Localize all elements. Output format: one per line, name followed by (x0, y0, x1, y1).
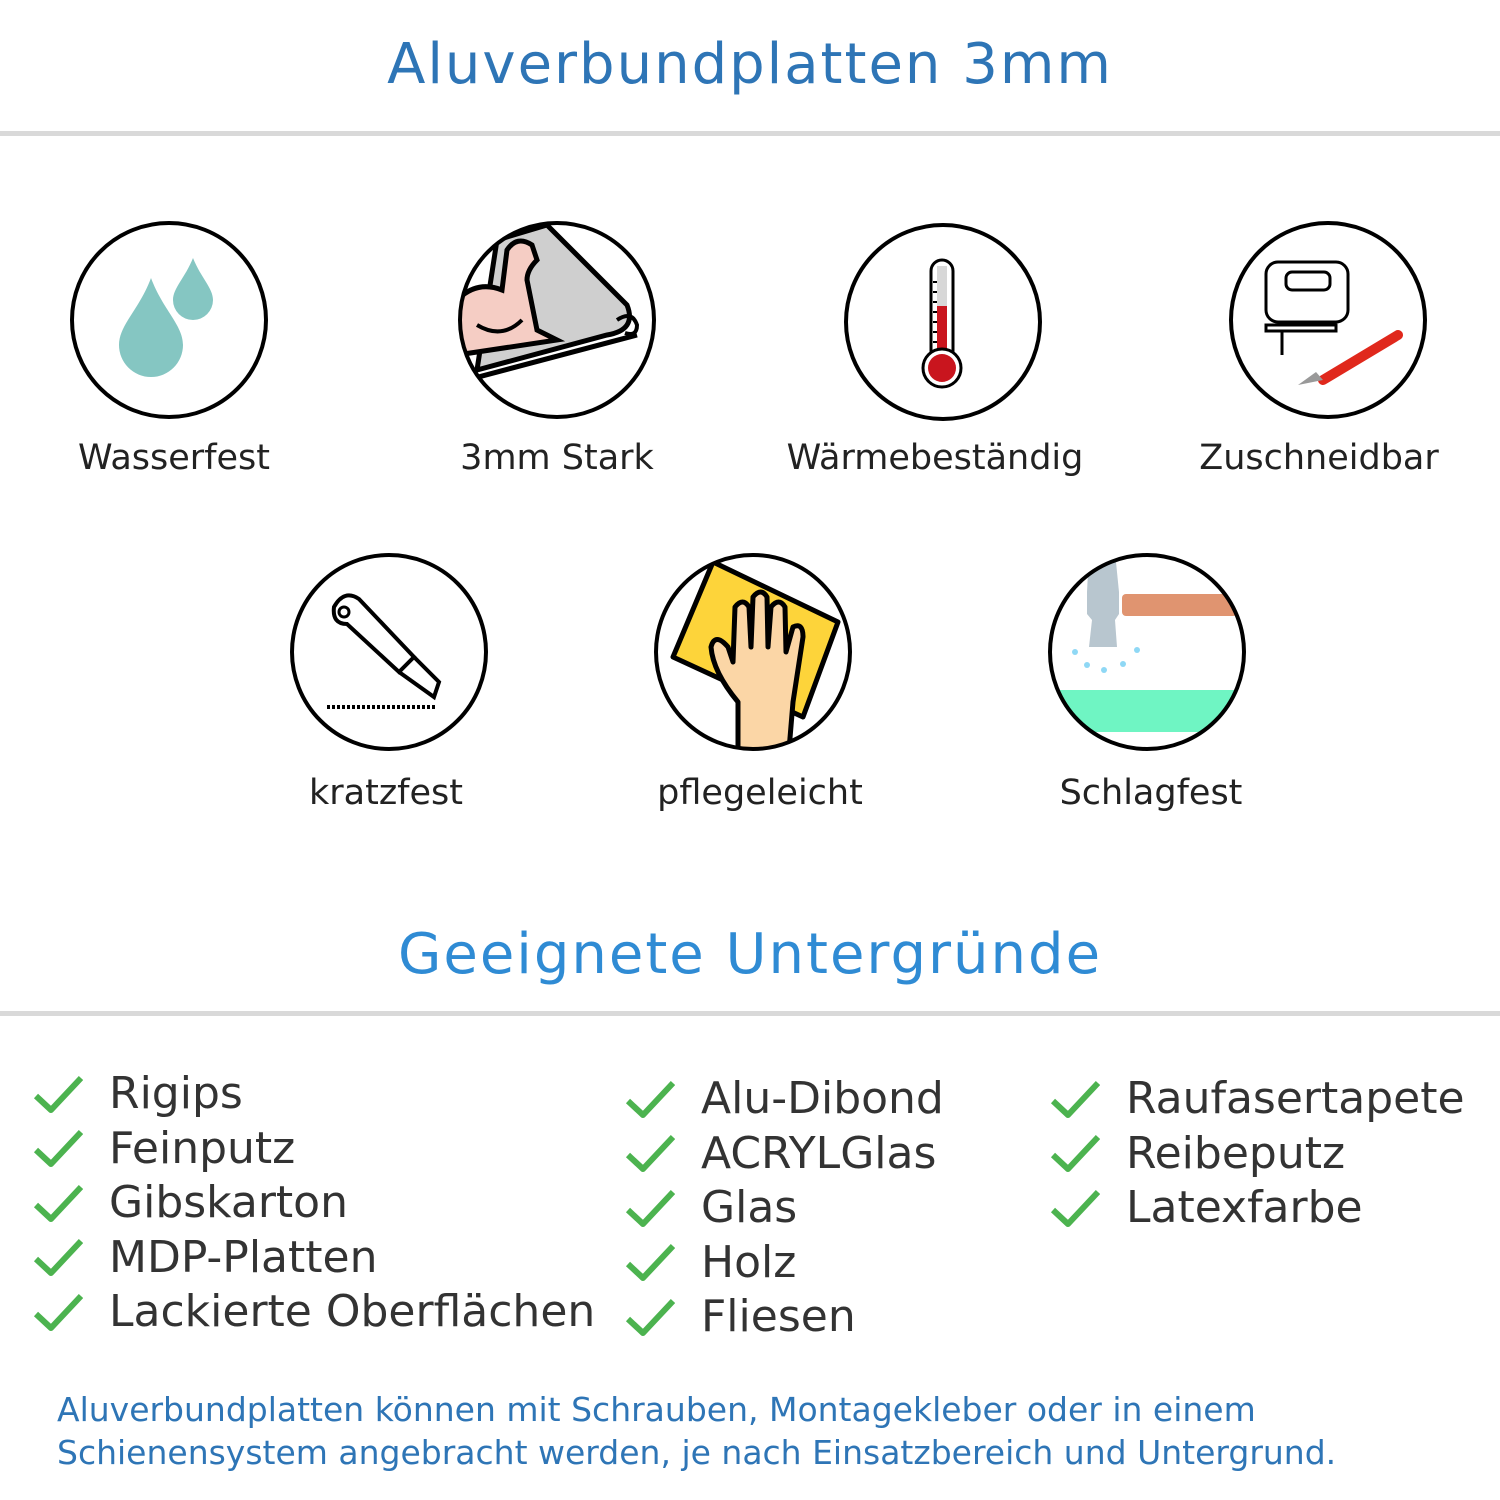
feature-label: 3mm Stark (460, 438, 654, 478)
footer-note: Aluverbundplatten können mit Schrauben, … (57, 1388, 1477, 1474)
feature-label: Zuschneidbar (1199, 438, 1439, 478)
surface-label: MDP-Platten (109, 1231, 378, 1283)
surface-label: Rigips (109, 1068, 243, 1119)
surface-label: Raufasertapete (1126, 1073, 1465, 1124)
check-icon (625, 1080, 675, 1118)
feature-label: Schlagfest (1059, 773, 1243, 813)
footer-line: Schienensystem angebracht werden, je nac… (57, 1433, 1337, 1472)
section-title: Geeignete Untergründe (397, 922, 1103, 987)
surface-label: Latexfarbe (1126, 1182, 1363, 1233)
strong-arm-icon (458, 221, 656, 419)
surface-item: Gibskarton (33, 1177, 348, 1228)
jigsaw-cutter-icon (1229, 221, 1427, 419)
check-icon (625, 1134, 675, 1172)
surface-item: Rigips (33, 1068, 243, 1119)
water-drops-icon (70, 221, 268, 419)
surface-item: Fliesen (625, 1291, 856, 1342)
surface-item: ACRYLGlas (625, 1128, 936, 1179)
wiping-hand-icon (654, 553, 852, 751)
check-icon (33, 1293, 83, 1331)
check-icon (33, 1075, 83, 1113)
surface-label: Glas (701, 1182, 798, 1233)
surface-label: Lackierte Oberflächen (109, 1286, 596, 1337)
page-title: Aluverbundplatten 3mm (387, 32, 1113, 97)
check-icon (33, 1184, 83, 1222)
check-icon (1050, 1080, 1100, 1118)
divider (0, 131, 1500, 136)
check-icon (625, 1298, 675, 1336)
surface-item: Latexfarbe (1050, 1182, 1363, 1233)
surface-label: Feinputz (109, 1122, 296, 1174)
feature-label: pflegeleicht (657, 773, 863, 813)
box-cutter-icon (290, 553, 488, 751)
surface-item: Holz (625, 1237, 796, 1288)
surface-item: Alu-Dibond (625, 1073, 944, 1124)
surface-item: MDP-Platten (33, 1232, 377, 1283)
divider (0, 1011, 1500, 1016)
surface-item: Feinputz (33, 1123, 295, 1174)
feature-label: Wasserfest (77, 438, 271, 478)
check-icon (625, 1189, 675, 1227)
surface-label: Gibskarton (109, 1177, 348, 1228)
surface-item: Glas (625, 1182, 797, 1233)
check-icon (33, 1129, 83, 1167)
surface-label: Holz (701, 1236, 797, 1288)
surface-item: Reibeputz (1050, 1128, 1345, 1179)
check-icon (1050, 1189, 1100, 1227)
check-icon (625, 1243, 675, 1281)
surface-item: Lackierte Oberflächen (33, 1286, 595, 1337)
hammer-icon (1048, 553, 1246, 751)
check-icon (33, 1238, 83, 1276)
thermometer-icon (844, 223, 1042, 421)
surface-item: Raufasertapete (1050, 1073, 1465, 1124)
surface-label: Alu-Dibond (701, 1073, 944, 1124)
check-icon (1050, 1134, 1100, 1172)
surface-label: Fliesen (701, 1291, 856, 1342)
feature-label: Wärmebeständig (786, 438, 1084, 478)
feature-label: kratzfest (308, 773, 463, 813)
surface-label: ACRYLGlas (701, 1127, 937, 1179)
surface-label: Reibeputz (1126, 1127, 1346, 1179)
footer-line: Aluverbundplatten können mit Schrauben, … (57, 1390, 1256, 1429)
